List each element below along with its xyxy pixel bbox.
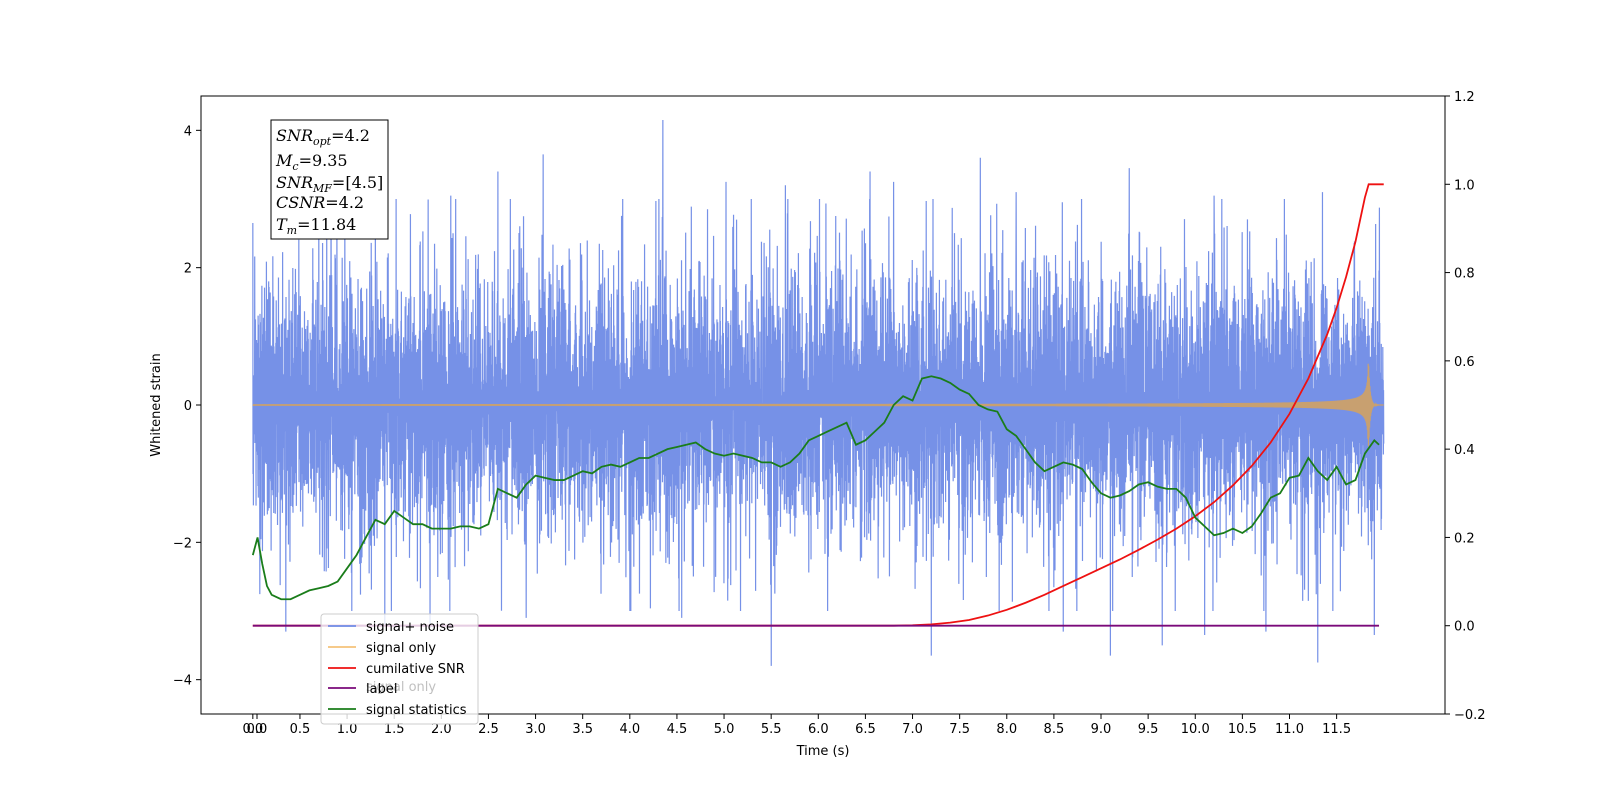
y-right-tick-label: 0.6 — [1454, 355, 1475, 370]
x-tick-label: 0.0 — [242, 722, 263, 737]
x-tick-label: 6.0 — [808, 722, 829, 737]
legend-label-statistics: signal statistics — [366, 703, 467, 718]
info-snr-opt: SNRopt=4.2 — [276, 126, 370, 148]
y-left-tick-label: 2 — [184, 262, 192, 277]
x-tick-label: 2.0 — [431, 722, 452, 737]
x-tick-label: 11.0 — [1275, 722, 1304, 737]
x-tick-label: 8.0 — [996, 722, 1017, 737]
info-mc: Mc=9.35 — [275, 151, 348, 173]
x-tick-label: 10.5 — [1228, 722, 1257, 737]
signal-series — [252, 363, 1384, 447]
legend-entry-noise: signal+ noise — [328, 620, 454, 635]
x-tick-label: 7.0 — [902, 722, 923, 737]
legend: signal only signal+ noise signal only cu… — [320, 613, 479, 725]
x-tick-label: 0.5 — [290, 722, 311, 737]
y-right-tick-label: −0.2 — [1454, 708, 1486, 723]
x-tick-label: 3.5 — [572, 722, 593, 737]
info-tm: Tm=11.84 — [276, 215, 356, 237]
x-tick-label: 10.0 — [1181, 722, 1210, 737]
y-left-tick-label: 4 — [184, 124, 192, 139]
x-tick-label: 3.0 — [525, 722, 546, 737]
signal-trace — [252, 363, 1384, 447]
y-axis-left-label: Whitened strain — [149, 353, 164, 456]
legend-label-label: label — [366, 682, 397, 697]
x-tick-label: 9.0 — [1091, 722, 1112, 737]
info-csnr: CSNR=4.2 — [276, 193, 364, 212]
x-tick-label: 8.5 — [1044, 722, 1065, 737]
x-tick-label: 11.5 — [1322, 722, 1351, 737]
y-left-tick-label: 0 — [184, 399, 192, 414]
cumulative-snr-line — [252, 183, 1384, 627]
info-box: SNRopt=4.2 Mc=9.35 SNRMF=[4.5] CSNR=4.2 … — [270, 119, 389, 240]
x-tick-label: 4.5 — [667, 722, 688, 737]
legend-entry-label: label — [328, 682, 397, 697]
x-tick-label: 9.5 — [1138, 722, 1159, 737]
y-left-tick-label: −4 — [173, 674, 192, 689]
signal-statistics-line — [251, 375, 1380, 601]
x-tick-label: 6.5 — [855, 722, 876, 737]
x-tick-label: 5.0 — [714, 722, 735, 737]
y-right-tick-label: 1.2 — [1454, 90, 1475, 105]
legend-ghost-text: signal only — [366, 680, 436, 695]
legend-frame — [320, 613, 479, 725]
y-right-tick-label: 0.0 — [1454, 620, 1475, 635]
info-box-frame — [270, 119, 389, 240]
x-tick-label: 4.0 — [619, 722, 640, 737]
y-right-tick-label: 1.0 — [1454, 178, 1475, 193]
x-tick-label: 5.5 — [761, 722, 782, 737]
y-right-tick-label: 0.4 — [1454, 443, 1475, 458]
legend-label-signal: signal only — [366, 641, 436, 656]
x-tick-label: 1.5 — [384, 722, 405, 737]
info-snr-mf: SNRMF=[4.5] — [276, 173, 383, 195]
x-tick-label: 1.0 — [337, 722, 358, 737]
x-tick-label: 0.0 — [247, 722, 268, 737]
y-right-tick-label: 0.8 — [1454, 267, 1475, 282]
legend-label-cumulative-snr: cumilative SNR — [366, 662, 465, 677]
x-axis: 0.00.0 0.5 1.0 1.5 2.0 2.5 3.0 3.5 4.0 4.5 5.0 5.5 6… — [242, 714, 1351, 737]
x-axis-label: Time (s) — [796, 744, 850, 759]
legend-entry-cumulative-snr: cumilative SNR — [328, 662, 465, 677]
legend-entry-signal: signal only — [328, 641, 436, 656]
y-left-tick-label: −2 — [173, 536, 192, 551]
y-axis-right: 1.2 1.0 0.8 0.6 0.4 0.2 0.0 −0.2 — [1445, 90, 1486, 723]
x-tick-label: 7.5 — [949, 722, 970, 737]
legend-entry-statistics: signal statistics — [328, 703, 467, 718]
y-right-tick-label: 0.2 — [1454, 531, 1475, 546]
x-tick-label: 2.5 — [478, 722, 499, 737]
legend-label-noise: signal+ noise — [366, 620, 454, 635]
y-axis-left: 4 2 0 −2 −4 — [173, 124, 201, 689]
